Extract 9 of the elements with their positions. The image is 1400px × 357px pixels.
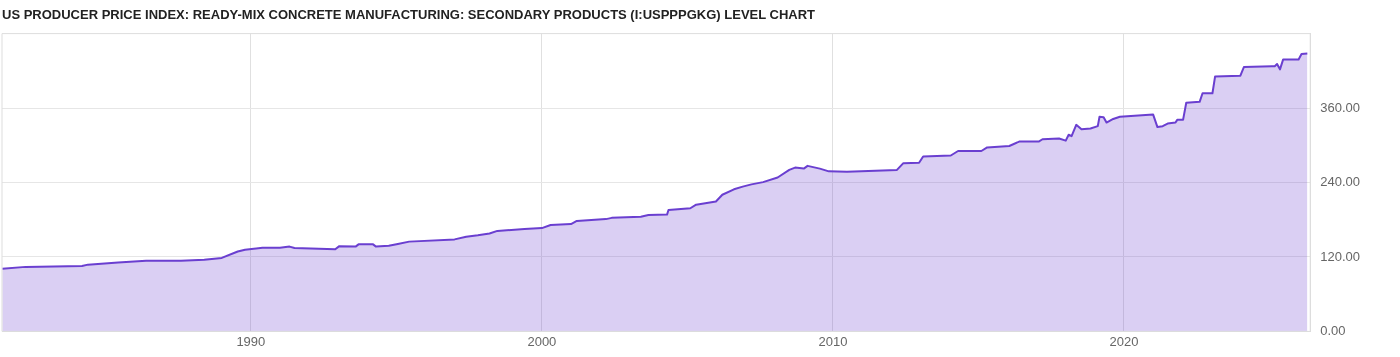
- y-tick-label: 240.00: [1320, 174, 1360, 190]
- x-tick-label: 2020: [1109, 333, 1139, 349]
- y-tick-label: 0.00: [1320, 322, 1346, 338]
- x-tick-label: 1990: [236, 333, 266, 349]
- y-tick-label: 360.00: [1320, 99, 1360, 115]
- x-tick-label: 2010: [818, 333, 848, 349]
- y-tick-label: 120.00: [1320, 248, 1360, 264]
- chart-title: US PRODUCER PRICE INDEX: READY-MIX CONCRETE MANUFACTURING: SECONDARY PRODUCTS (I:USPPPGKG) LEVEL CHART: [2, 7, 816, 23]
- x-tick-label: 2000: [527, 333, 557, 349]
